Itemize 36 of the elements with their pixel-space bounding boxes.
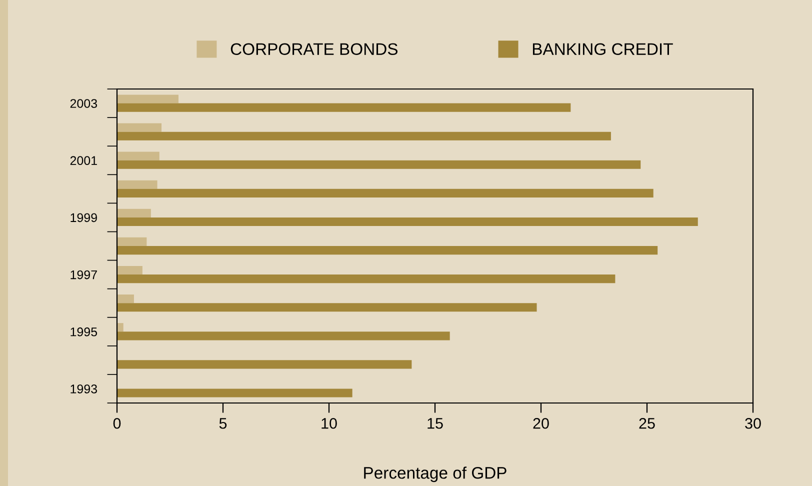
bar xyxy=(117,303,537,312)
bar xyxy=(117,274,616,284)
bar xyxy=(117,332,450,340)
bar xyxy=(117,123,162,132)
x-tick-label: 5 xyxy=(219,418,227,429)
x-tick-label: 0 xyxy=(113,418,121,429)
y-tick-label: 1999 xyxy=(70,213,97,222)
bar xyxy=(117,217,698,226)
bar xyxy=(117,208,151,218)
bar xyxy=(117,180,158,189)
x-axis-title: Percentage of GDP xyxy=(364,466,506,482)
bar xyxy=(117,103,571,112)
bar xyxy=(117,360,412,369)
bar xyxy=(117,94,178,104)
bar xyxy=(117,388,352,398)
y-tick-label: 1995 xyxy=(70,327,98,336)
legend-label: BANKING CREDIT xyxy=(532,43,673,56)
y-tick-label: 2001 xyxy=(70,156,97,166)
bar xyxy=(117,188,654,198)
bar xyxy=(117,246,658,255)
x-tick-label: 15 xyxy=(428,418,443,429)
y-tick-label: 1993 xyxy=(70,384,98,394)
bar xyxy=(117,266,142,275)
x-tick-label: 10 xyxy=(322,418,337,429)
legend-label: CORPORATE BONDS xyxy=(230,43,398,56)
x-tick-label: 20 xyxy=(533,418,549,429)
x-tick-label: 30 xyxy=(745,418,761,429)
y-tick-label: 1997 xyxy=(70,270,97,280)
x-tick-label: 25 xyxy=(639,418,655,429)
bar xyxy=(117,160,641,169)
bar xyxy=(117,237,147,246)
bar xyxy=(117,132,611,140)
bar xyxy=(117,323,124,332)
bar xyxy=(117,294,134,304)
y-tick-label: 2003 xyxy=(70,99,98,108)
bar xyxy=(117,152,160,160)
